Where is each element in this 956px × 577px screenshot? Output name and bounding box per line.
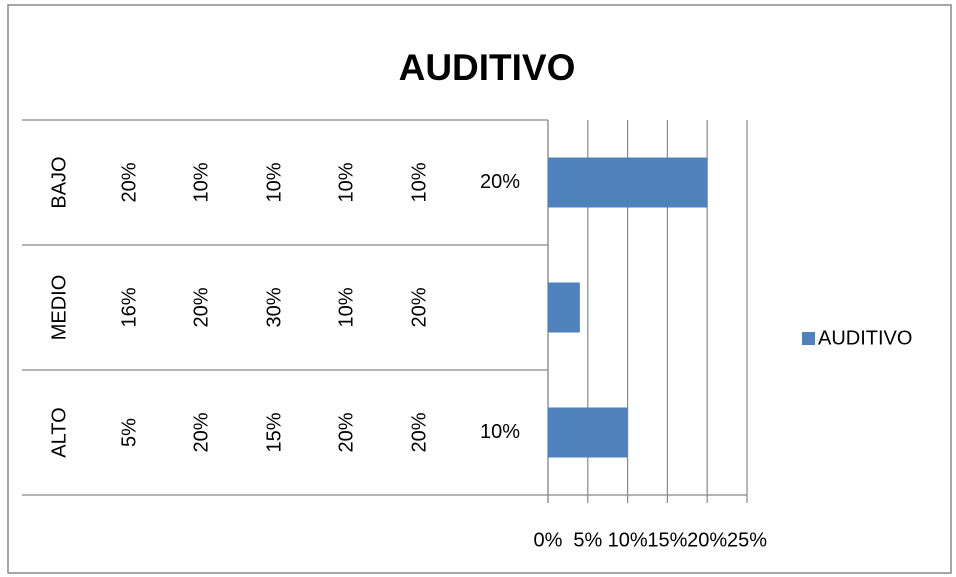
category-label: 20%: [335, 412, 357, 452]
category-label: BAJO: [48, 156, 70, 208]
category-label: 10%: [335, 287, 357, 327]
category-label: 10%: [190, 162, 212, 202]
category-label: 30%: [263, 287, 285, 327]
x-tick-label: 10%: [608, 529, 648, 551]
legend-label: AUDITIVO: [818, 327, 912, 349]
category-label: 15%: [263, 412, 285, 452]
category-label: 10%: [480, 421, 520, 443]
category-label: 16%: [118, 287, 140, 327]
bar: [548, 157, 708, 208]
category-label: 10%: [408, 162, 430, 202]
category-label: 20%: [190, 287, 212, 327]
category-label: 20%: [408, 287, 430, 327]
legend-swatch: [802, 332, 815, 345]
category-label: ALTO: [48, 407, 70, 457]
category-label: 5%: [118, 418, 140, 447]
category-label: 20%: [480, 171, 520, 193]
category-label: 10%: [335, 162, 357, 202]
x-tick-label: 20%: [687, 529, 727, 551]
bar: [548, 282, 580, 333]
chart-frame: [7, 4, 952, 574]
category-label: 20%: [190, 412, 212, 452]
category-label: 20%: [118, 162, 140, 202]
x-tick-label: 0%: [534, 529, 563, 551]
category-label: 10%: [263, 162, 285, 202]
chart-title: AUDITIVO: [399, 47, 576, 88]
x-tick-label: 25%: [727, 529, 767, 551]
category-label: 20%: [408, 412, 430, 452]
x-tick-label: 5%: [573, 529, 602, 551]
bar: [548, 407, 628, 458]
x-tick-label: 15%: [647, 529, 687, 551]
category-label: MEDIO: [48, 275, 70, 341]
